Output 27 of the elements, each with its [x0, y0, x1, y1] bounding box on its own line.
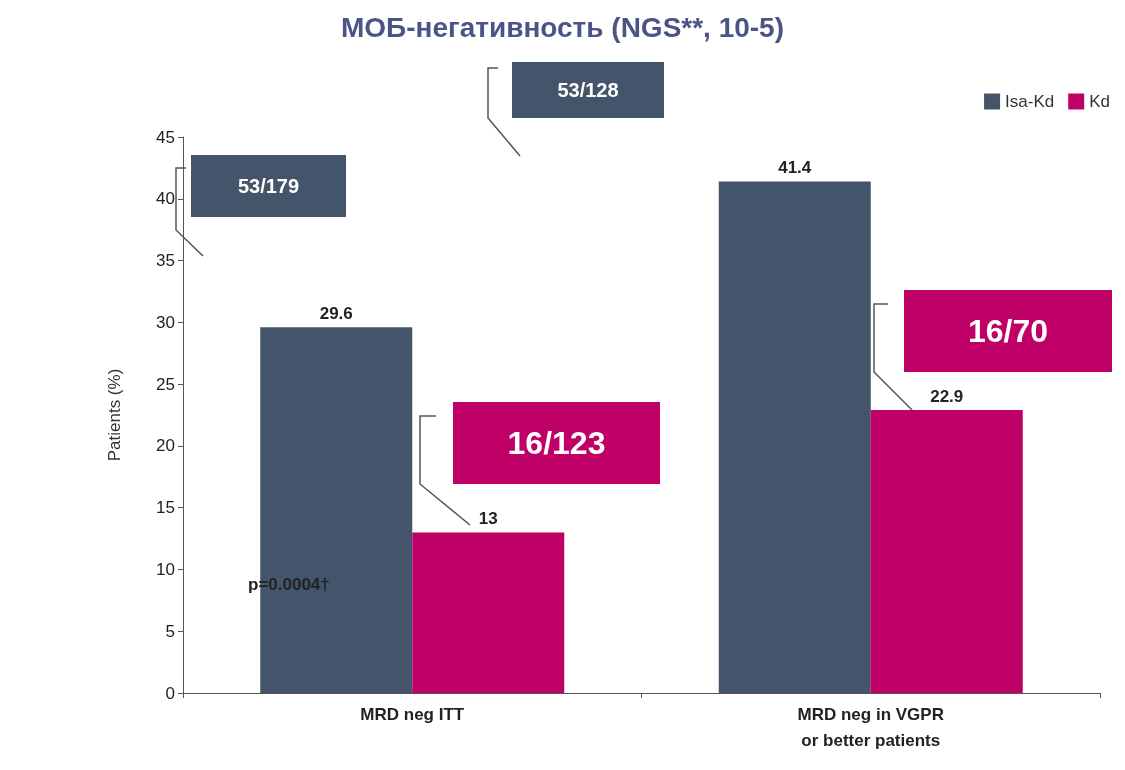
data-label: 29.6: [319, 304, 353, 324]
data-label: 22.9: [930, 387, 964, 407]
bar: [412, 532, 565, 693]
bar: [718, 181, 871, 693]
x-tick-label: MRD neg ITT: [360, 704, 465, 724]
callout-box: 53/128: [512, 62, 664, 118]
y-tick-label: 15: [156, 498, 175, 518]
y-axis-title: Patients (%): [105, 368, 124, 462]
y-tick-label: 40: [156, 189, 175, 209]
y-tick-label: 25: [156, 374, 175, 394]
callout-box: 16/70: [904, 290, 1112, 372]
data-label: 13: [478, 509, 498, 529]
y-tick-label: 5: [165, 621, 175, 641]
y-tick-label: 20: [156, 436, 175, 456]
y-tick-label: 0: [165, 683, 175, 703]
callout-box: 53/179: [191, 155, 346, 217]
chart-title: МОБ-негативность (NGS**, 10-5): [340, 11, 785, 43]
y-tick-label: 30: [156, 312, 175, 332]
y-tick-label: 10: [156, 559, 175, 579]
legend-label: Isa-Kd: [1005, 92, 1055, 111]
y-tick-label: 45: [156, 127, 175, 147]
bar: [870, 410, 1023, 693]
x-tick-label: MRD neg in VGPR or better patients: [797, 704, 944, 750]
callout-box: 16/123: [453, 402, 660, 484]
y-tick-label: 35: [156, 251, 175, 271]
data-label: 41.4: [778, 158, 812, 178]
legend-label: Kd: [1089, 92, 1110, 111]
